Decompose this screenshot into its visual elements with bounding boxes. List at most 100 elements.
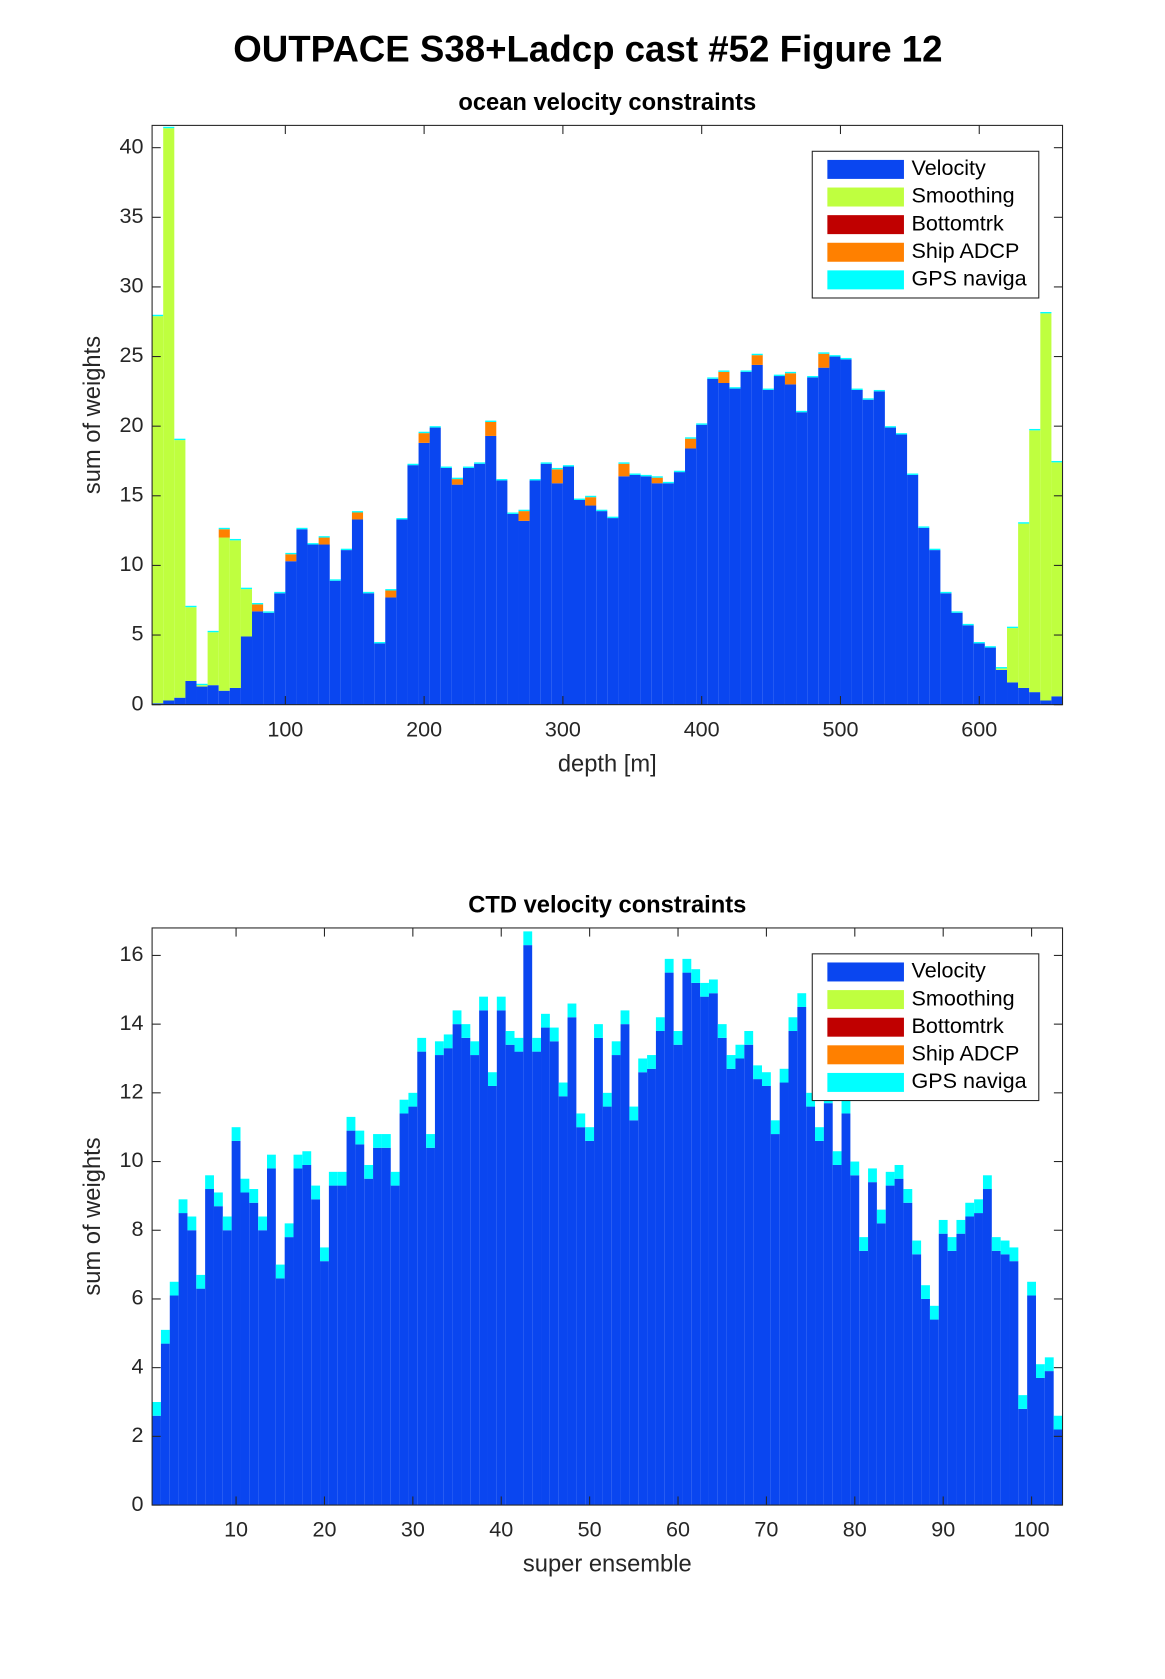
legend-swatch	[827, 215, 904, 235]
bar-segment	[921, 1285, 930, 1299]
legend-label: Ship ADCP	[912, 1041, 1020, 1066]
bar-segment	[252, 603, 264, 605]
bar-segment	[640, 476, 652, 705]
x-tick-label: 50	[578, 1517, 602, 1542]
legend-label: Bottomtrk	[912, 210, 1004, 235]
bar-segment	[275, 1264, 285, 1279]
bar-segment	[451, 477, 463, 480]
bar-segment	[973, 643, 985, 705]
bar-segment	[984, 647, 996, 705]
bar-segment	[318, 537, 330, 545]
bar-segment	[485, 435, 497, 705]
bar-segment	[222, 1216, 232, 1231]
axes-frame	[151, 927, 1064, 1506]
legend-swatch	[827, 242, 904, 262]
bar-segment	[884, 426, 896, 428]
bar-segment	[596, 511, 608, 705]
bar-segment	[753, 1065, 762, 1080]
bar-segment	[700, 982, 709, 997]
bar-segment	[1044, 1357, 1054, 1372]
bar-segment	[876, 1223, 886, 1506]
bar-segment	[1036, 1377, 1045, 1506]
bar-segment	[1009, 1261, 1019, 1506]
bar-segment	[152, 314, 164, 317]
x-tick-label: 70	[754, 1517, 778, 1542]
bar-segment	[474, 462, 486, 464]
bar-segment	[951, 611, 963, 613]
bar-segment	[540, 462, 552, 464]
bar-segment	[293, 1154, 303, 1169]
bar-segment	[708, 993, 718, 1506]
bar-segment	[479, 1010, 488, 1506]
bar-segment	[691, 982, 701, 1506]
bar-segment	[337, 1185, 347, 1506]
bar-segment	[707, 378, 719, 705]
bar-segment	[541, 1013, 550, 1028]
bar-segment	[337, 1171, 347, 1186]
y-tick-label: 5	[131, 621, 143, 646]
bar-segment	[163, 126, 175, 129]
bar-segment	[696, 423, 708, 425]
bar-segment	[726, 1055, 736, 1069]
bar-segment	[470, 1041, 480, 1056]
bar-segment	[205, 1175, 214, 1190]
bar-segment	[231, 1140, 241, 1506]
bar-segment	[505, 1044, 515, 1506]
bar-segment	[1000, 1240, 1010, 1255]
bar-segment	[947, 1237, 957, 1251]
bar-segment	[549, 1041, 559, 1506]
bar-segment	[1051, 462, 1063, 697]
bar-segment	[735, 1044, 745, 1059]
bar-segment	[487, 1085, 497, 1506]
bar-segment	[152, 703, 164, 705]
bar-segment	[753, 1079, 762, 1506]
bar-segment	[205, 1189, 214, 1506]
x-tick-label: 600	[961, 716, 997, 741]
bar-segment	[962, 625, 974, 705]
bar-segment	[762, 389, 774, 705]
bar-segment	[984, 646, 996, 648]
bar-segment	[651, 476, 663, 478]
y-tick-label: 8	[131, 1216, 143, 1241]
bar-segment	[152, 1402, 161, 1416]
bar-segment	[700, 996, 709, 1506]
bar-segment	[496, 479, 508, 481]
bar-segment	[263, 612, 275, 705]
bar-segment	[440, 467, 452, 705]
bar-segment	[328, 1171, 338, 1186]
chart-title: CTD velocity constraints	[468, 893, 746, 919]
bar-segment	[876, 1209, 886, 1224]
bar-segment	[1007, 628, 1019, 683]
bar-segment	[196, 1288, 206, 1506]
bar-segment	[962, 623, 974, 626]
bar-segment	[832, 1164, 842, 1506]
bar-segment	[285, 561, 297, 705]
bar-segment	[320, 1247, 329, 1262]
bar-segment	[651, 477, 663, 484]
bar-segment	[691, 969, 701, 983]
bar-segment	[174, 438, 186, 441]
bar-segment	[956, 1219, 966, 1234]
bar-segment	[907, 474, 919, 705]
bar-segment	[1051, 696, 1063, 705]
bar-segment	[1027, 1295, 1037, 1506]
bar-segment	[307, 543, 319, 545]
bar-segment	[169, 1295, 179, 1506]
bar-segment	[461, 1037, 471, 1506]
bar-segment	[655, 1017, 665, 1032]
bar-segment	[796, 410, 808, 413]
bar-segment	[240, 636, 253, 705]
bar-segment	[355, 1144, 365, 1506]
bar-segment	[594, 1037, 603, 1506]
bar-segment	[213, 1192, 223, 1207]
bar-segment	[318, 544, 330, 705]
bar-segment	[982, 1175, 992, 1190]
y-tick-label: 12	[119, 1079, 143, 1104]
bar-segment	[364, 1178, 374, 1506]
bar-segment	[485, 420, 497, 422]
bar-segment	[451, 479, 463, 485]
bar-segment	[274, 593, 286, 705]
bar-segment	[390, 1185, 400, 1506]
bar-segment	[496, 996, 506, 1011]
